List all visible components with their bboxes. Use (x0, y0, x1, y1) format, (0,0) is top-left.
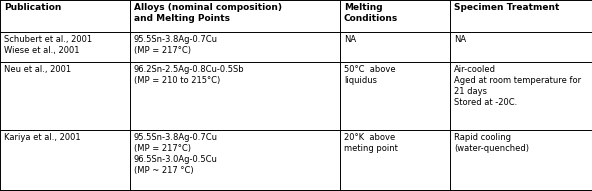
Text: Neu et al., 2001: Neu et al., 2001 (4, 65, 71, 74)
Text: 95.5Sn-3.8Ag-0.7Cu
(MP = 217°C)
96.5Sn-3.0Ag-0.5Cu
(MP ~ 217 °C): 95.5Sn-3.8Ag-0.7Cu (MP = 217°C) 96.5Sn-3… (134, 133, 218, 175)
Text: Publication: Publication (4, 3, 62, 12)
Text: 50°C  above
liquidus: 50°C above liquidus (344, 65, 395, 85)
Text: 95.5Sn-3.8Ag-0.7Cu
(MP = 217°C): 95.5Sn-3.8Ag-0.7Cu (MP = 217°C) (134, 35, 218, 55)
Text: 20°K  above
meting point: 20°K above meting point (344, 133, 398, 153)
Text: Alloys (nominal composition)
and Melting Points: Alloys (nominal composition) and Melting… (134, 3, 282, 23)
Text: Specimen Treatment: Specimen Treatment (454, 3, 559, 12)
Text: Melting
Conditions: Melting Conditions (344, 3, 398, 23)
Text: NA: NA (344, 35, 356, 44)
Text: NA: NA (454, 35, 466, 44)
Text: 96.2Sn-2.5Ag-0.8Cu-0.5Sb
(MP = 210 to 215°C): 96.2Sn-2.5Ag-0.8Cu-0.5Sb (MP = 210 to 21… (134, 65, 244, 85)
Text: Schubert et al., 2001
Wiese et al., 2001: Schubert et al., 2001 Wiese et al., 2001 (4, 35, 92, 55)
Text: Air-cooled
Aged at room temperature for
21 days
Stored at -20C.: Air-cooled Aged at room temperature for … (454, 65, 581, 107)
Text: Kariya et al., 2001: Kariya et al., 2001 (4, 133, 81, 142)
Text: Rapid cooling
(water-quenched): Rapid cooling (water-quenched) (454, 133, 529, 153)
